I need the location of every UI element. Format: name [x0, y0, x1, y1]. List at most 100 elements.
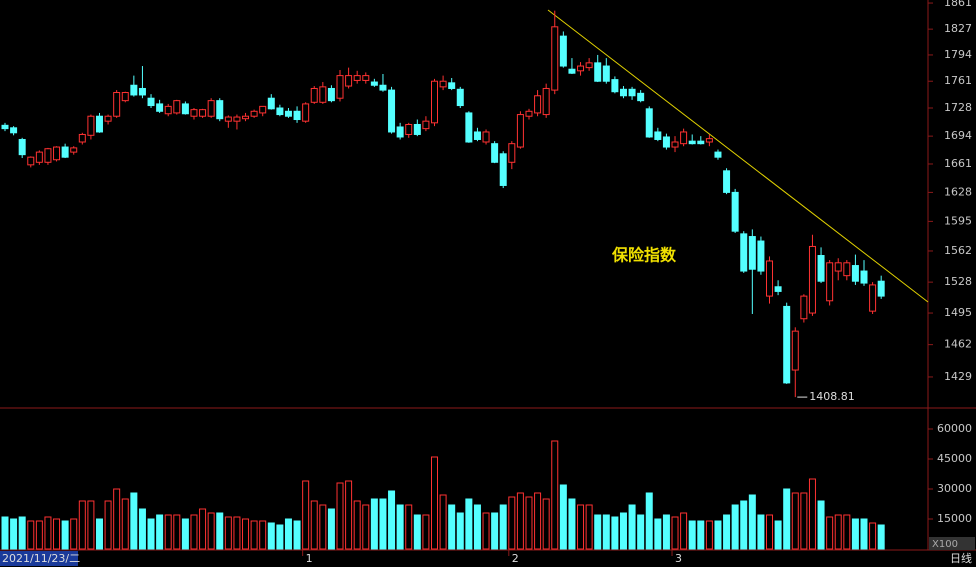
candle-body — [190, 109, 198, 117]
volume-bar — [860, 518, 868, 550]
x-tick-label: 1 — [306, 552, 313, 565]
volume-bar — [800, 492, 808, 550]
candle-body — [577, 65, 585, 72]
volume-bar — [405, 504, 413, 550]
y-tick-label: 1628 — [944, 185, 972, 198]
y-tick-label: 1794 — [944, 48, 972, 61]
volume-bar — [465, 498, 473, 550]
volume-bar — [723, 514, 731, 550]
volume-bar — [267, 522, 275, 550]
volume-bar — [302, 480, 310, 550]
candle-body — [345, 75, 353, 87]
candle-body — [1, 124, 9, 130]
candle-body — [267, 97, 275, 110]
candle-body — [877, 280, 885, 297]
volume-bar — [276, 524, 284, 550]
volume-bar — [439, 494, 447, 550]
candle-body — [465, 112, 473, 143]
volume-bar — [688, 520, 696, 550]
candle-body — [422, 120, 430, 130]
candle-body — [791, 330, 799, 371]
volume-bar — [731, 504, 739, 550]
candle-body — [164, 105, 172, 115]
volume-bar — [456, 512, 464, 550]
candle-body — [525, 110, 533, 117]
volume-tick-label: 45000 — [937, 452, 972, 465]
y-tick-label: 1661 — [944, 157, 972, 170]
candle-body — [834, 262, 842, 272]
volume-bar — [10, 518, 18, 550]
volume-bar — [362, 504, 370, 550]
candle-body — [723, 170, 731, 193]
candle-body — [302, 103, 310, 122]
candle-body — [697, 140, 705, 145]
candle-body — [327, 87, 335, 102]
candle-body — [559, 35, 567, 67]
volume-bar — [808, 478, 816, 550]
candle-body — [826, 262, 834, 302]
y-tick-label: 1528 — [944, 275, 972, 288]
candle-body — [731, 191, 739, 232]
candle-body — [233, 116, 241, 122]
candle-body — [594, 62, 602, 82]
volume-bar — [250, 520, 258, 550]
y-tick-label: 1861 — [944, 0, 972, 9]
candle-body — [78, 133, 86, 143]
volume-bar — [516, 492, 524, 550]
volume-bar — [877, 524, 885, 550]
volume-bar — [353, 500, 361, 550]
candle-body — [388, 89, 396, 133]
volume-bar — [714, 520, 722, 550]
volume-bar — [568, 498, 576, 550]
candle-body — [44, 148, 52, 163]
candle-body — [748, 236, 756, 270]
volume-bar — [61, 520, 69, 550]
volume-bar — [104, 500, 112, 550]
candle-body — [250, 110, 258, 117]
volume-bar — [173, 514, 181, 550]
volume-bar — [319, 504, 327, 550]
candle-body — [353, 75, 361, 81]
volume-bar — [525, 496, 533, 550]
volume-bar — [27, 520, 35, 550]
volume-bar — [242, 518, 250, 550]
volume-bar — [138, 508, 146, 550]
candle-body — [585, 62, 593, 69]
candle-body — [10, 127, 18, 134]
volume-bar — [791, 492, 799, 550]
candle-body — [508, 143, 516, 163]
volume-bar — [542, 498, 550, 550]
candle-body — [456, 88, 464, 107]
candle-body — [35, 151, 43, 163]
volume-bar — [216, 512, 224, 550]
chart-title: 保险指数 — [611, 246, 677, 265]
candle-body — [413, 123, 421, 135]
candle-body — [439, 80, 447, 88]
candle-body — [869, 284, 877, 312]
candle-body — [61, 146, 69, 158]
volume-bar — [491, 512, 499, 550]
volume-bar — [35, 520, 43, 550]
volume-bar — [473, 504, 481, 550]
unit-box — [929, 537, 975, 550]
candle-body — [242, 115, 250, 120]
volume-bar — [310, 500, 318, 550]
date-box — [0, 551, 78, 566]
candle-body — [27, 156, 35, 166]
volume-bar — [594, 514, 602, 550]
volume-tick-label: 15000 — [937, 512, 972, 525]
period-label: 日线 — [950, 551, 972, 565]
candle-body — [259, 105, 267, 114]
volume-bar — [95, 518, 103, 550]
candle-body — [199, 109, 207, 117]
volume-bar — [181, 518, 189, 550]
candle-body — [284, 110, 292, 117]
volume-bar — [757, 514, 765, 550]
candle-body — [473, 131, 481, 140]
volume-bar — [379, 498, 387, 550]
volume-bar — [44, 516, 52, 550]
candle-body — [405, 123, 413, 135]
candle-body — [534, 95, 542, 114]
candle-body — [654, 131, 662, 140]
